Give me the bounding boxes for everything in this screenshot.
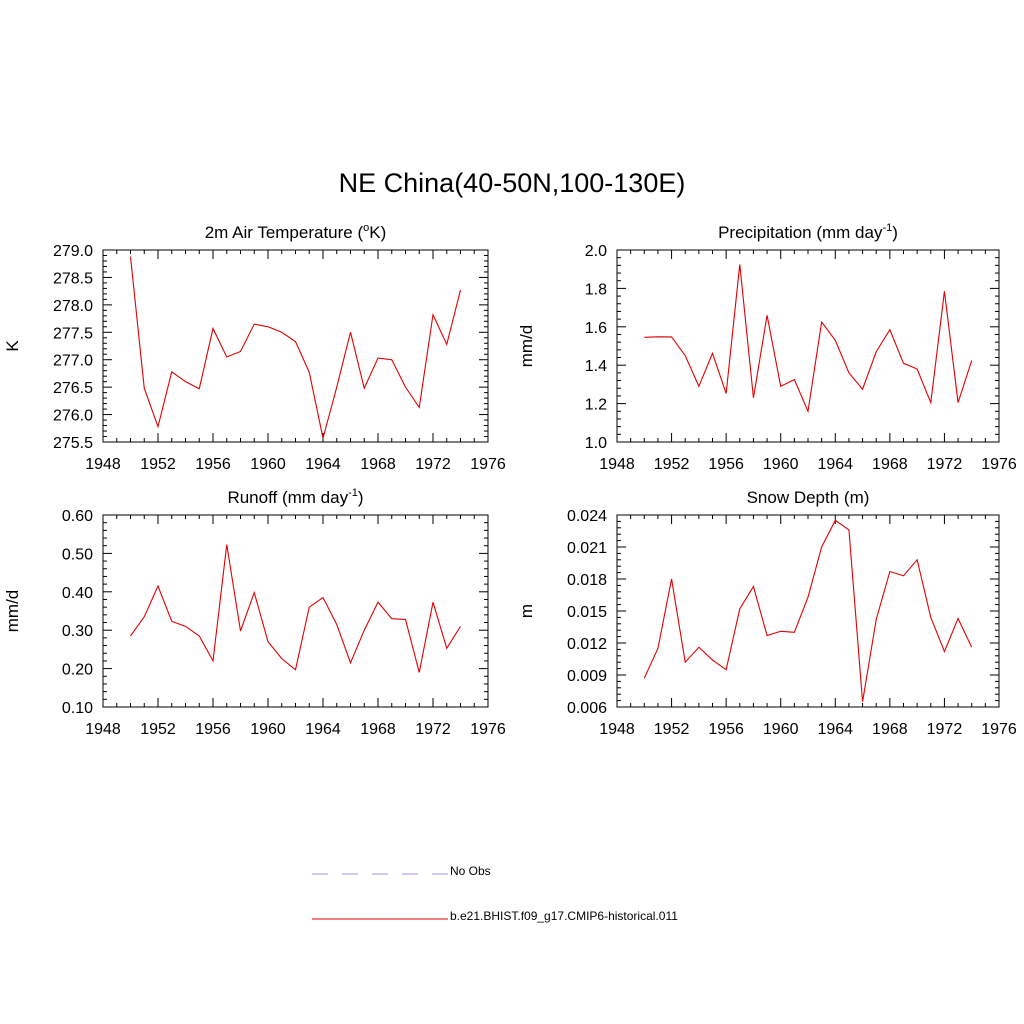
x-tick-label: 1968 bbox=[360, 456, 396, 473]
x-tick-label: 1956 bbox=[195, 456, 231, 473]
series-line-snow-depth bbox=[643, 519, 973, 702]
x-tick-label: 1960 bbox=[250, 456, 286, 473]
y-tick-label: 1.8 bbox=[585, 281, 607, 298]
x-tick-label: 1972 bbox=[927, 721, 963, 738]
y-axis-label-precipitation: mm/d bbox=[517, 325, 536, 368]
y-tick-label: 1.2 bbox=[585, 397, 607, 414]
x-tick-label: 1960 bbox=[763, 456, 799, 473]
x-tick-label: 1964 bbox=[817, 456, 853, 473]
series-line-precipitation bbox=[644, 264, 973, 414]
y-tick-label: 0.40 bbox=[62, 585, 93, 602]
panel-temperature: 1948 1952 1956 1960 1964 1968 1972 1976 275.5 276… bbox=[3, 222, 506, 473]
x-tick-label: 1976 bbox=[981, 456, 1017, 473]
y-tick-label: 276.5 bbox=[53, 380, 93, 397]
y-tick-label: 0.009 bbox=[567, 668, 607, 685]
y-tick-label: 0.024 bbox=[567, 508, 607, 525]
y-tick-label: 1.6 bbox=[585, 320, 607, 337]
panel-runoff: 1948 1952 1956 1960 1964 1968 1972 1976 0.10 0.20… bbox=[3, 487, 506, 738]
y-tick-label: 0.50 bbox=[62, 546, 93, 563]
legend-swatch-obs bbox=[312, 873, 448, 875]
y-tick-label: 275.5 bbox=[53, 435, 93, 452]
y-tick-label: 0.006 bbox=[567, 700, 607, 717]
panel-snow-depth: 1948 1952 1956 1960 1964 1968 1972 1976 0.006 0.0… bbox=[517, 488, 1017, 738]
x-tick-label: 1964 bbox=[305, 456, 341, 473]
x-tick-label: 1976 bbox=[981, 721, 1017, 738]
x-tick-label: 1972 bbox=[415, 721, 451, 738]
x-tick-label: 1952 bbox=[654, 721, 690, 738]
series-line-runoff bbox=[130, 544, 461, 673]
y-tick-label: 279.0 bbox=[53, 243, 93, 260]
panel-precipitation: 1948 1952 1956 1960 1964 1968 1972 1976 1.0 1.2 1.… bbox=[517, 222, 1017, 473]
panel-title-precipitation: Precipitation (mm day-1) bbox=[718, 222, 898, 242]
x-tick-label: 1972 bbox=[415, 456, 451, 473]
x-tick-label: 1968 bbox=[360, 721, 396, 738]
y-tick-label: 277.0 bbox=[53, 353, 93, 370]
x-tick-label: 1952 bbox=[140, 456, 176, 473]
x-tick-label: 1968 bbox=[872, 721, 908, 738]
y-tick-label: 276.0 bbox=[53, 408, 93, 425]
x-tick-label: 1956 bbox=[195, 721, 231, 738]
plot-frame-temperature bbox=[102, 249, 489, 443]
y-tick-label: 0.10 bbox=[62, 700, 93, 717]
plot-frame-snow-depth bbox=[616, 514, 1000, 708]
y-axis-label-temperature: K bbox=[3, 340, 22, 352]
y-axis-label-snow-depth: m bbox=[517, 604, 536, 618]
y-tick-label: 2.0 bbox=[585, 243, 607, 260]
y-tick-label: 278.0 bbox=[53, 298, 93, 315]
y-tick-label: 278.5 bbox=[53, 270, 93, 287]
panel-title-runoff: Runoff (mm day-1) bbox=[227, 487, 363, 507]
x-tick-label: 1956 bbox=[708, 721, 744, 738]
x-tick-label: 1948 bbox=[85, 456, 121, 473]
y-tick-label: 0.018 bbox=[567, 572, 607, 589]
x-tick-label: 1948 bbox=[599, 456, 635, 473]
panel-title-snow-depth: Snow Depth (m) bbox=[747, 488, 870, 507]
legend-swatch-model bbox=[312, 918, 448, 920]
panel-title-temperature: 2m Air Temperature (oK) bbox=[205, 222, 387, 242]
y-tick-label: 0.30 bbox=[62, 623, 93, 640]
y-tick-label: 0.015 bbox=[567, 604, 607, 621]
main-title: NE China(40-50N,100-130E) bbox=[338, 168, 686, 198]
x-tick-label: 1956 bbox=[708, 456, 744, 473]
legend-label-model: b.e21.BHIST.f09_g17.CMIP6-historical.011 bbox=[450, 909, 678, 923]
x-tick-label: 1960 bbox=[763, 721, 799, 738]
plot-frame-runoff bbox=[102, 514, 489, 708]
y-tick-label: 277.5 bbox=[53, 325, 93, 342]
x-tick-label: 1948 bbox=[85, 721, 121, 738]
x-tick-label: 1952 bbox=[654, 456, 690, 473]
y-tick-label: 1.4 bbox=[585, 358, 607, 375]
x-tick-label: 1972 bbox=[927, 456, 963, 473]
x-tick-label: 1948 bbox=[599, 721, 635, 738]
y-tick-label: 0.20 bbox=[62, 662, 93, 679]
y-tick-label: 0.012 bbox=[567, 636, 607, 653]
y-tick-label: 1.0 bbox=[585, 435, 607, 452]
x-tick-label: 1964 bbox=[817, 721, 853, 738]
y-tick-label: 0.60 bbox=[62, 508, 93, 525]
x-tick-label: 1976 bbox=[470, 721, 506, 738]
x-tick-label: 1968 bbox=[872, 456, 908, 473]
y-axis-label-runoff: mm/d bbox=[3, 590, 22, 633]
legend-label-obs: No Obs bbox=[450, 864, 491, 878]
x-tick-label: 1960 bbox=[250, 721, 286, 738]
x-tick-label: 1964 bbox=[305, 721, 341, 738]
series-line-temperature bbox=[129, 256, 462, 439]
y-tick-label: 0.021 bbox=[567, 540, 607, 557]
x-tick-label: 1976 bbox=[470, 456, 506, 473]
plot-frame-precipitation bbox=[616, 249, 1000, 443]
x-tick-label: 1952 bbox=[140, 721, 176, 738]
